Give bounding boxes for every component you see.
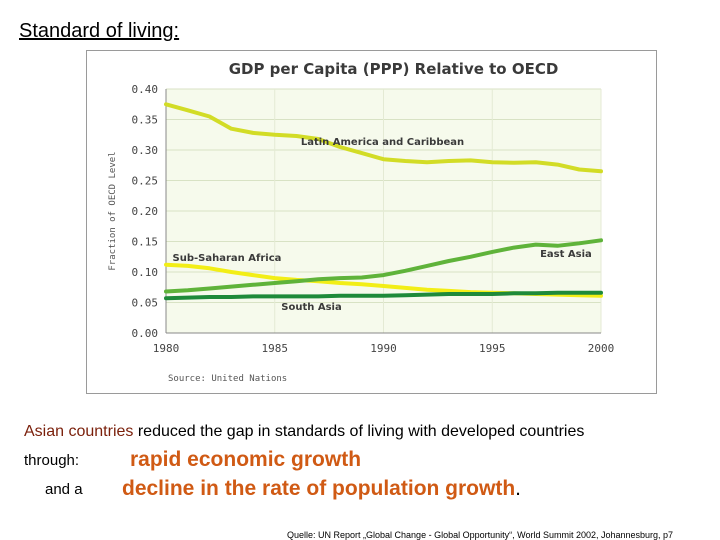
y-tick-label: 0.05 xyxy=(132,297,159,310)
chart-title: GDP per Capita (PPP) Relative to OECD xyxy=(229,60,559,78)
series-line-east-asia xyxy=(164,238,603,294)
y-tick-label: 0.35 xyxy=(132,114,159,127)
y-axis-label: Fraction of OECD Level xyxy=(108,151,118,270)
point-period: . xyxy=(515,477,522,500)
series-label-east-asia: East Asia xyxy=(540,249,592,260)
x-tick-label: 1995 xyxy=(479,342,506,355)
gdp-line-chart: 0.00 0.05 0.10 0.15 0.20 0.25 0.30 0.35 0.40 1980… xyxy=(108,60,615,384)
summary-rest: reduced the gap in standards of living w… xyxy=(133,423,585,440)
y-tick-label: 0.25 xyxy=(132,175,159,188)
x-tick-label: 1985 xyxy=(262,342,289,355)
series-line-latin-america-and-caribbean xyxy=(164,102,603,174)
y-tick-label: 0.10 xyxy=(132,266,159,279)
x-tick-label: 1990 xyxy=(370,342,397,355)
point-rapid-growth: rapid economic growth xyxy=(130,448,362,471)
point-population-decline: decline in the rate of population growth… xyxy=(122,477,521,501)
y-tick-label: 0.40 xyxy=(132,83,159,96)
y-tick-label: 0.20 xyxy=(132,205,159,218)
point-population-text: decline in the rate of population growth xyxy=(122,477,516,500)
and-label: and a xyxy=(45,481,83,498)
series-line-south-asia xyxy=(164,290,603,301)
x-tick-label: 1980 xyxy=(153,342,180,355)
chart-source: Source: United Nations xyxy=(168,374,287,384)
series-label-south-asia: South Asia xyxy=(281,302,341,313)
asian-countries-highlight: Asian countries xyxy=(24,423,134,440)
series-label-latin-america-and-caribbean: Latin America and Caribbean xyxy=(301,137,464,148)
x-tick-label: 2000 xyxy=(588,342,615,355)
y-tick-label: 0.00 xyxy=(132,327,159,340)
through-label: through: xyxy=(24,452,80,469)
y-tick-label: 0.30 xyxy=(132,144,159,157)
slide-title: Standard of living: xyxy=(19,20,180,42)
y-tick-label: 0.15 xyxy=(132,236,159,249)
source-citation: Quelle: UN Report „Global Change - Globa… xyxy=(287,530,674,540)
series-label-sub-saharan-africa: Sub-Saharan Africa xyxy=(173,253,282,264)
summary-line: Asian countries reduced the gap in stand… xyxy=(24,423,584,441)
